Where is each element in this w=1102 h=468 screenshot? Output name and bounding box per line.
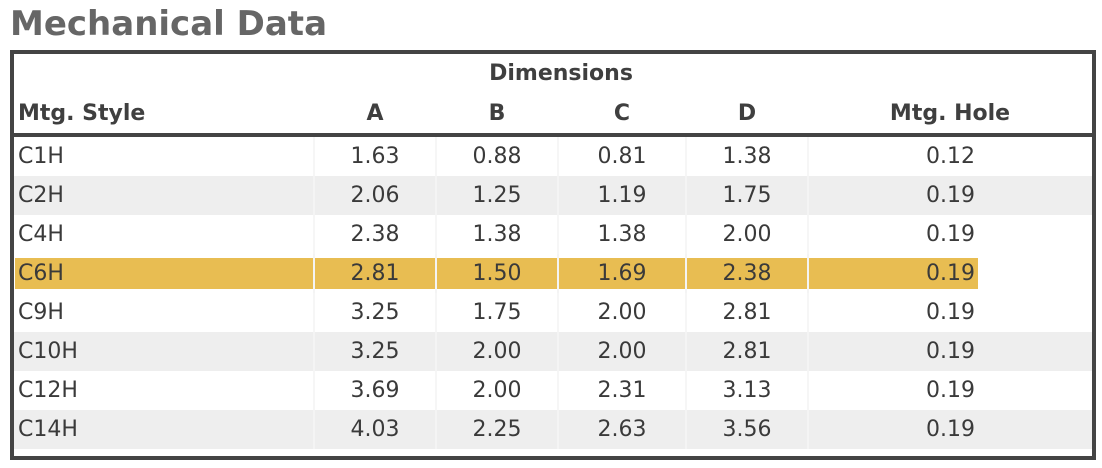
highlighted-value: 2.38 [687, 258, 808, 289]
column-header-a: A [314, 93, 436, 137]
table-row: C10H 3.25 2.00 2.00 2.81 0.19 [14, 332, 1093, 371]
highlighted-value: 0.19 [809, 258, 979, 289]
cell-mtg-style: C6H [14, 254, 315, 293]
cell-b: 1.38 [436, 215, 559, 254]
cell-b: 0.88 [436, 135, 559, 176]
cell-a: 3.25 [314, 332, 437, 371]
group-header-spacer [14, 54, 314, 93]
cell-mtg-hole: 0.19 [808, 410, 1093, 449]
column-header-row: Mtg. Style A B C D Mtg. Hole [14, 93, 1093, 137]
cell-mtg-hole: 0.19 [926, 222, 975, 247]
cell-c: 2.63 [558, 410, 687, 449]
mechanical-data-table-frame: Dimensions Mtg. Style A B C D Mtg. Hole … [10, 50, 1096, 460]
group-header-row: Dimensions [14, 54, 1092, 93]
cell-mtg-style: C2H [14, 176, 315, 215]
column-header-b: B [436, 93, 558, 137]
table-row: C9H 3.25 1.75 2.00 2.81 0.19 [14, 293, 1092, 332]
cell-mtg-style: C14H [14, 410, 315, 449]
cell-b: 1.75 [436, 293, 559, 332]
table-row: C14H 4.03 2.25 2.63 3.56 0.19 [14, 410, 1093, 449]
cell-mtg-hole: 0.12 [926, 144, 975, 169]
group-header-spacer [808, 54, 1092, 93]
cell-b: 2.25 [436, 410, 559, 449]
column-header-mtg-hole: Mtg. Hole [808, 93, 1093, 137]
cell-b: 1.25 [436, 176, 559, 215]
cell-mtg-hole: 0.19 [926, 300, 975, 325]
table-row: C1H 1.63 0.88 0.81 1.38 0.12 [14, 135, 1092, 176]
cell-a: 4.03 [314, 410, 437, 449]
cell-d: 1.75 [686, 176, 810, 215]
table-row: C2H 2.06 1.25 1.19 1.75 0.19 [14, 176, 1093, 215]
cell-b: 2.00 [436, 332, 559, 371]
cell-mtg-hole: 0.19 [926, 378, 975, 403]
highlighted-value: 1.50 [437, 258, 557, 289]
cell-c: 2.00 [558, 293, 687, 332]
cell-d: 3.13 [686, 371, 810, 410]
highlighted-value: C6H [15, 258, 313, 289]
cell-d: 2.81 [686, 293, 810, 332]
cell-mtg-style: C10H [14, 332, 315, 371]
cell-b: 2.00 [436, 371, 559, 410]
cell-d: 2.81 [686, 332, 810, 371]
cell-mtg-hole: 0.19 [808, 176, 1093, 215]
cell-c: 2.00 [558, 332, 687, 371]
column-header-c: C [558, 93, 686, 137]
cell-mtg-style: C1H [14, 135, 315, 176]
cell-a: 3.69 [314, 371, 437, 410]
cell-c: 0.81 [558, 135, 687, 176]
cell-c: 1.38 [558, 215, 687, 254]
table-row: C4H 2.38 1.38 1.38 2.00 0.19 [14, 215, 1092, 254]
table-body: C1H 1.63 0.88 0.81 1.38 0.12 C2H 2.06 1.25 1.19 1.… [14, 135, 1093, 449]
cell-mtg-style: C9H [14, 293, 315, 332]
cell-a: 2.06 [314, 176, 437, 215]
cell-a: 2.81 [314, 254, 437, 293]
cell-d: 3.56 [686, 410, 810, 449]
cell-mtg-style: C4H [14, 215, 315, 254]
mechanical-data-table: Dimensions Mtg. Style A B C D Mtg. Hole … [14, 54, 1093, 449]
column-header-mtg-style: Mtg. Style [14, 93, 314, 137]
highlighted-value: 2.81 [315, 258, 435, 289]
cell-a: 2.38 [314, 215, 437, 254]
cell-d: 2.38 [686, 254, 810, 293]
dimensions-group-header: Dimensions [489, 61, 633, 86]
cell-c: 2.31 [558, 371, 687, 410]
cell-a: 1.63 [314, 135, 437, 176]
cell-d: 2.00 [686, 215, 810, 254]
table-row: C12H 3.69 2.00 2.31 3.13 0.19 [14, 371, 1092, 410]
cell-a: 3.25 [314, 293, 437, 332]
table-row-highlighted: C6H 2.81 1.50 1.69 2.38 0.19 [14, 254, 1093, 293]
cell-mtg-style: C12H [14, 371, 315, 410]
cell-c: 1.19 [558, 176, 687, 215]
cell-mtg-hole: 0.19 [808, 332, 1093, 371]
highlighted-value: 1.69 [559, 258, 685, 289]
column-header-d: D [686, 93, 809, 137]
cell-b: 1.50 [436, 254, 559, 293]
cell-mtg-hole: 0.19 [808, 254, 1093, 293]
page-title: Mechanical Data [10, 4, 328, 44]
cell-d: 1.38 [686, 135, 810, 176]
cell-c: 1.69 [558, 254, 687, 293]
